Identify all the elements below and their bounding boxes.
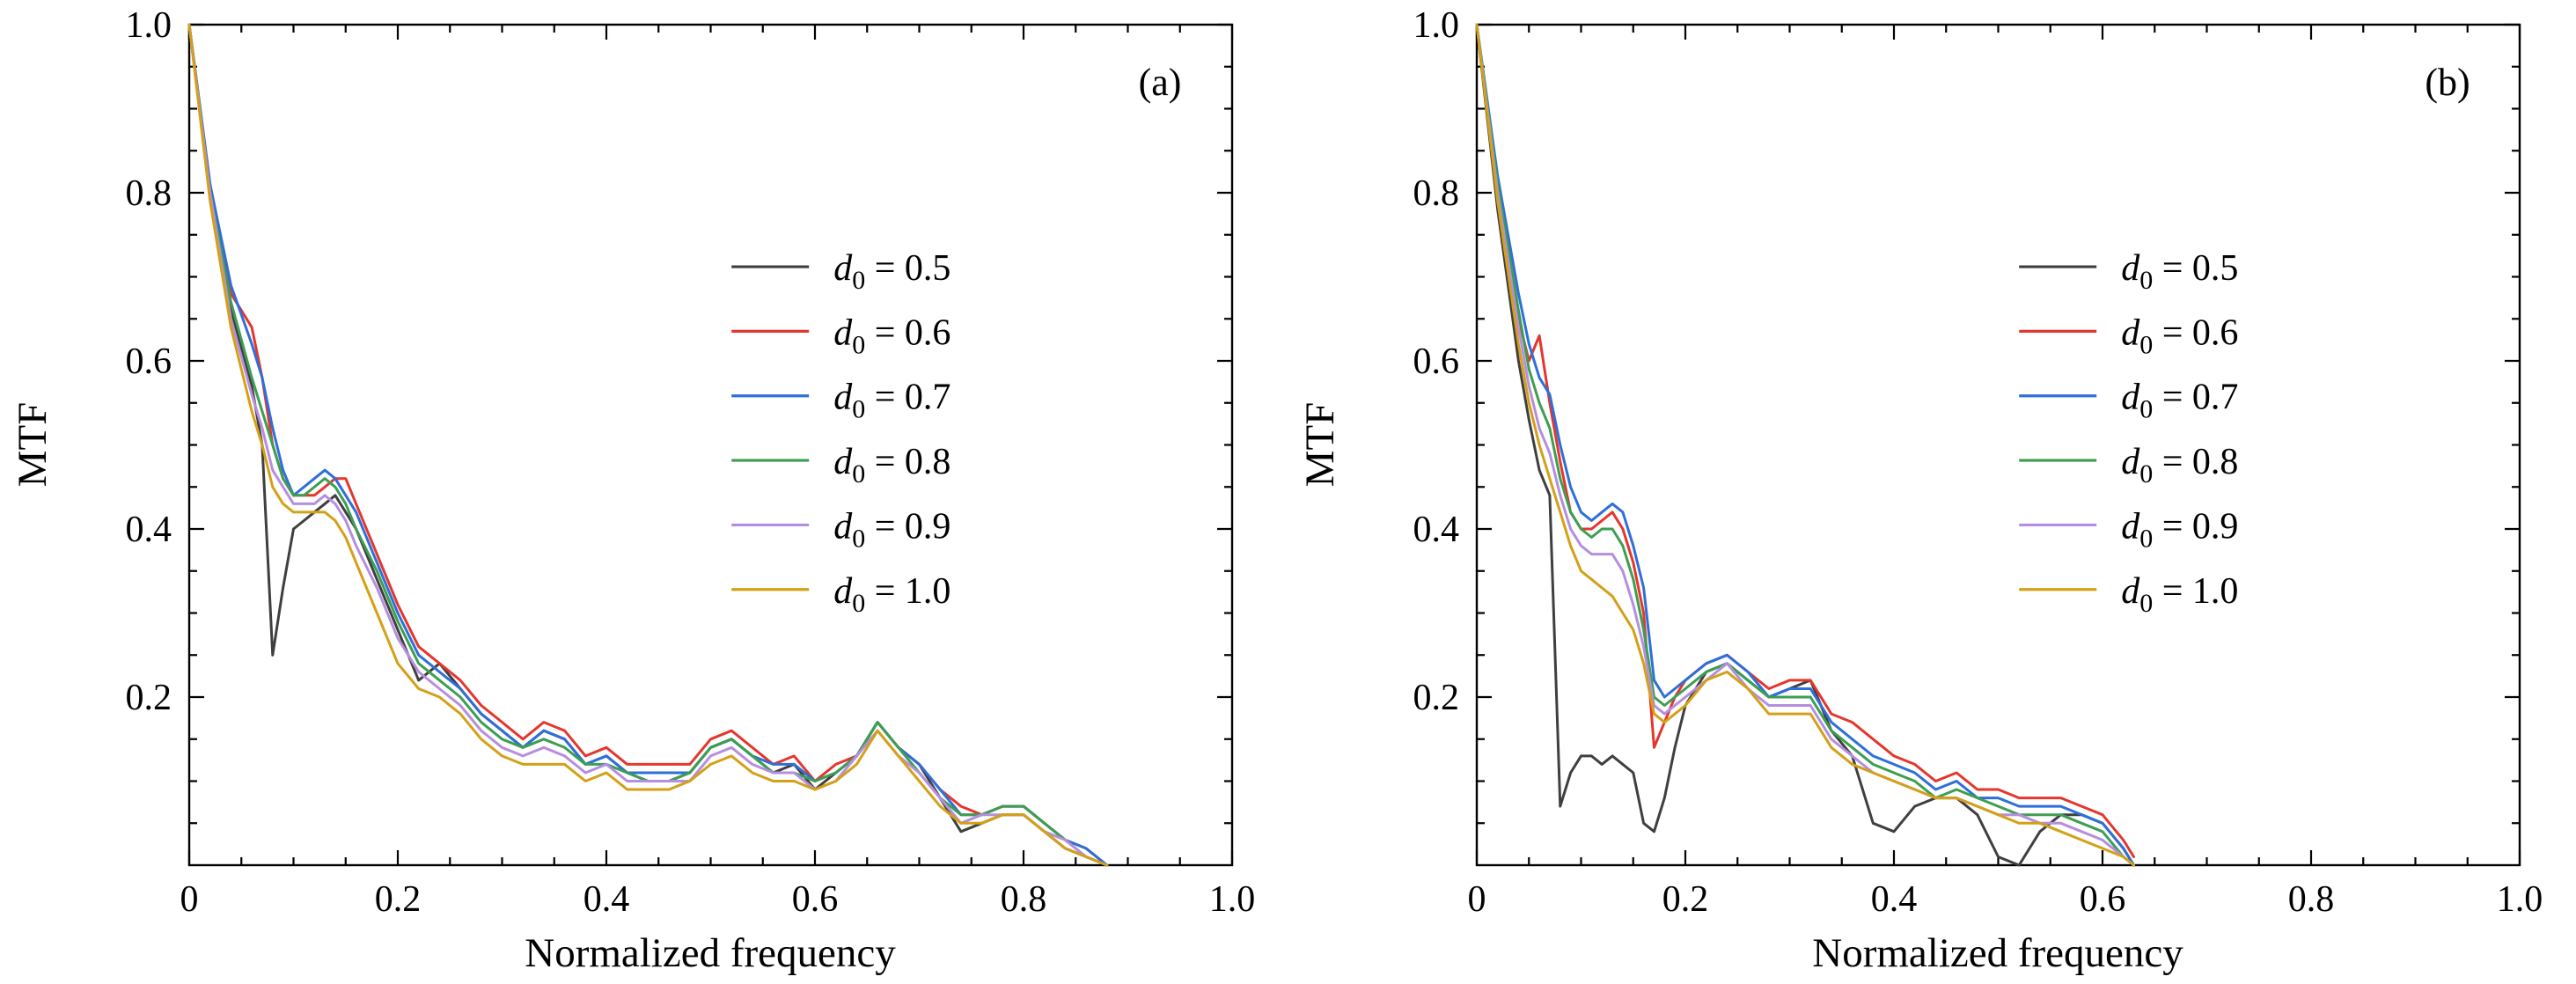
series-line-1.0	[1475, 23, 2135, 867]
x-tick-label: 1.0	[2497, 879, 2543, 920]
x-tick-label: 0.2	[1662, 879, 1709, 920]
series-line-0.5	[187, 23, 1109, 867]
series-line-0.7	[1475, 23, 2135, 867]
legend-label-0.6: d0 = 0.6	[833, 312, 950, 359]
x-tick-label: 0.8	[2288, 879, 2335, 920]
x-tick-label: 0.8	[1001, 879, 1047, 920]
y-tick-label: 0.2	[1413, 678, 1460, 718]
legend-label-1.0: d0 = 1.0	[2121, 571, 2238, 618]
y-axis-label: MTF	[1297, 402, 1343, 488]
y-tick-label: 0.6	[126, 341, 172, 382]
y-axis-label: MTF	[10, 402, 55, 488]
y-tick-label: 0.2	[126, 678, 172, 718]
series-line-0.9	[187, 23, 1109, 867]
y-tick-label: 0.8	[126, 173, 172, 214]
panel-letter: (a)	[1139, 61, 1182, 104]
x-tick-label: 0.4	[583, 879, 630, 920]
series-line-0.8	[1475, 23, 2135, 867]
axes-frame	[187, 23, 1234, 867]
legend-label-0.9: d0 = 0.9	[2121, 506, 2238, 553]
panel-letter: (b)	[2425, 61, 2470, 104]
x-axis-label: Normalized frequency	[1812, 930, 2183, 976]
legend-label-0.8: d0 = 0.8	[2121, 442, 2238, 488]
legend-label-0.5: d0 = 0.5	[833, 248, 950, 295]
series-line-0.6	[1475, 23, 2135, 858]
plot-content: 0 0.2 0.4 0.6 0.8 1.0 0.2 0.4 0.6 0.8 1.0 d0 = 0.5 d…	[1413, 5, 2543, 920]
chart-panel-b: MTF Normalized frequency (b) 0 0.2 0.4 0.6 0…	[1297, 5, 2543, 976]
plot-content: 0 0.2 0.4 0.6 0.8 1.0 0.2 0.4 0.6 0.8 1.0 d0 = 0.5 d…	[126, 5, 1256, 920]
legend-label-0.6: d0 = 0.6	[2121, 312, 2238, 359]
legend-label-0.8: d0 = 0.8	[833, 442, 950, 488]
y-tick-label: 0.4	[126, 510, 172, 550]
y-tick-label: 0.8	[1413, 173, 1460, 214]
series-line-0.9	[1475, 23, 2135, 867]
legend-label-0.5: d0 = 0.5	[2121, 248, 2238, 295]
series-line-0.7	[187, 23, 1109, 867]
legend-label-0.7: d0 = 0.7	[2121, 378, 2238, 424]
y-tick-label: 0.4	[1413, 510, 1460, 550]
x-axis-label: Normalized frequency	[525, 930, 896, 976]
series-line-1.0	[187, 23, 1109, 867]
y-tick-label: 1.0	[126, 5, 172, 46]
legend-label-1.0: d0 = 1.0	[833, 571, 950, 618]
series-line-0.6	[187, 23, 1109, 867]
x-tick-label: 0.6	[792, 879, 839, 920]
chart-panel-a: MTF Normalized frequency (a) 0 0.2 0.4 0.6 0…	[10, 5, 1256, 976]
x-tick-label: 0	[1468, 879, 1486, 920]
legend-label-0.9: d0 = 0.9	[833, 506, 950, 553]
y-tick-label: 1.0	[1413, 5, 1460, 46]
x-tick-label: 0.4	[1871, 879, 1918, 920]
legend-label-0.7: d0 = 0.7	[833, 378, 950, 424]
x-tick-label: 0.6	[2080, 879, 2126, 920]
series-line-0.5	[1475, 23, 2135, 867]
x-tick-label: 0	[180, 879, 199, 920]
y-tick-label: 0.6	[1413, 341, 1460, 382]
axes-frame	[1475, 23, 2521, 867]
x-tick-label: 0.2	[375, 879, 422, 920]
series-line-0.8	[187, 23, 1109, 867]
x-tick-label: 1.0	[1209, 879, 1256, 920]
